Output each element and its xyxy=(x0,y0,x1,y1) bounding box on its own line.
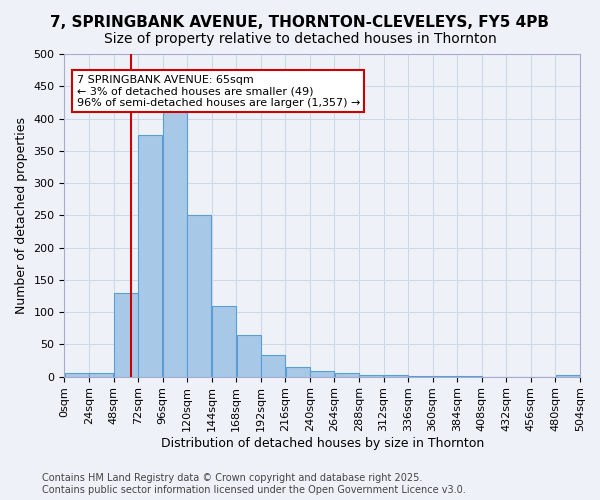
Text: 7 SPRINGBANK AVENUE: 65sqm
← 3% of detached houses are smaller (49)
96% of semi-: 7 SPRINGBANK AVENUE: 65sqm ← 3% of detac… xyxy=(77,74,360,108)
Bar xyxy=(310,372,334,376)
Y-axis label: Number of detached properties: Number of detached properties xyxy=(15,117,28,314)
Bar xyxy=(65,374,89,376)
Text: 7, SPRINGBANK AVENUE, THORNTON-CLEVELEYS, FY5 4PB: 7, SPRINGBANK AVENUE, THORNTON-CLEVELEYS… xyxy=(50,15,550,30)
Bar xyxy=(212,306,236,376)
X-axis label: Distribution of detached houses by size in Thornton: Distribution of detached houses by size … xyxy=(161,437,484,450)
Bar xyxy=(139,134,163,376)
Bar xyxy=(89,374,113,376)
Bar xyxy=(114,292,138,376)
Bar xyxy=(261,356,285,376)
Text: Size of property relative to detached houses in Thornton: Size of property relative to detached ho… xyxy=(104,32,496,46)
Text: Contains HM Land Registry data © Crown copyright and database right 2025.
Contai: Contains HM Land Registry data © Crown c… xyxy=(42,474,466,495)
Bar xyxy=(556,374,580,376)
Bar xyxy=(359,374,383,376)
Bar xyxy=(163,109,187,376)
Bar xyxy=(236,334,260,376)
Bar xyxy=(335,374,359,376)
Bar xyxy=(286,367,310,376)
Bar xyxy=(187,216,211,376)
